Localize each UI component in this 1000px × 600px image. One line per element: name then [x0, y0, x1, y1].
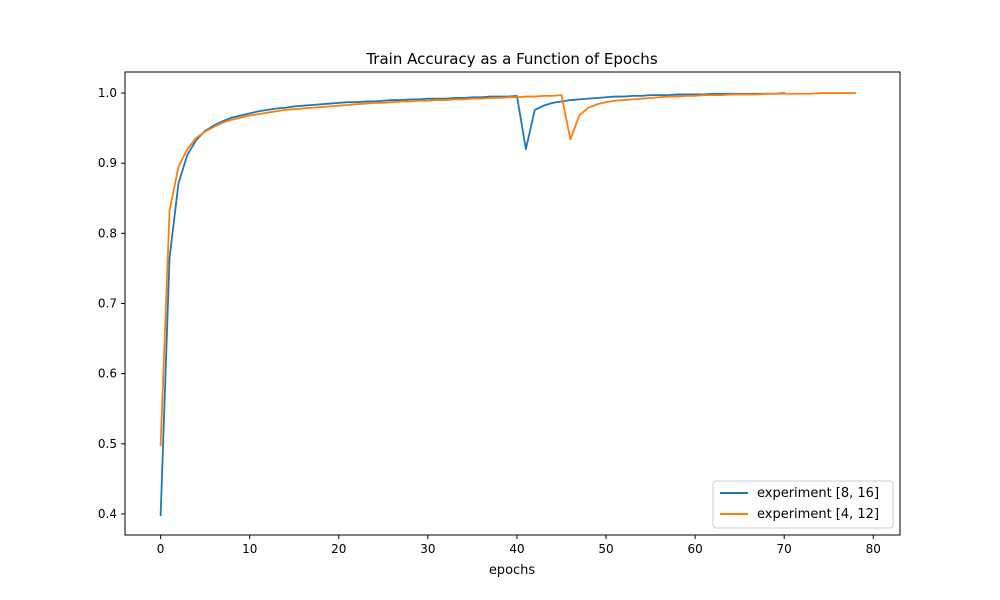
x-tick-label: 50	[598, 542, 613, 556]
chart-title: Train Accuracy as a Function of Epochs	[365, 50, 657, 68]
legend: experiment [8, 16] experiment [4, 12]	[712, 480, 894, 529]
y-tick-label: 0.4	[98, 507, 117, 521]
legend-label-experiment-8-16: experiment [8, 16]	[757, 486, 879, 501]
y-tick-label: 0.8	[98, 226, 117, 240]
x-tick-label: 60	[687, 542, 702, 556]
x-tick-label: 20	[331, 542, 346, 556]
y-tick-label: 0.5	[98, 437, 117, 451]
y-tick-label: 1.0	[98, 86, 117, 100]
series-line-experiment-8-16	[159, 92, 786, 517]
x-tick-label: 40	[509, 542, 524, 556]
x-axis-ticks: 0 10 20 30 40 50 60 70 80	[157, 535, 881, 556]
x-axis-label: epochs	[489, 563, 536, 578]
x-tick-label: 80	[866, 542, 881, 556]
y-tick-label: 0.6	[98, 367, 117, 381]
x-tick-label: 0	[157, 542, 165, 556]
y-tick-label: 0.7	[98, 297, 117, 311]
x-tick-label: 10	[242, 542, 257, 556]
series-layer	[159, 92, 857, 517]
legend-box	[712, 480, 894, 529]
y-tick-label: 0.9	[98, 156, 117, 170]
y-axis-ticks: 0.4 0.5 0.6 0.7 0.8 0.9 1.0	[98, 86, 125, 521]
legend-label-experiment-4-12: experiment [4, 12]	[757, 507, 879, 522]
series-line-experiment-4-12	[159, 92, 857, 447]
x-tick-label: 70	[777, 542, 792, 556]
x-tick-label: 30	[420, 542, 435, 556]
